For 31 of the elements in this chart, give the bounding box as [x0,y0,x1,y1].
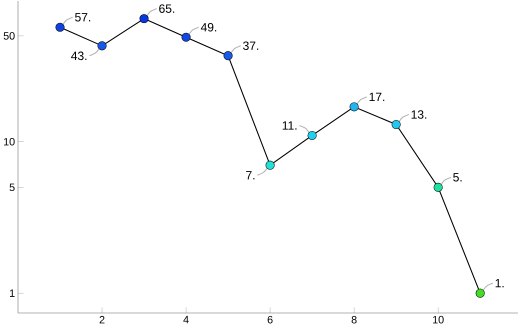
data-label: 7. [246,171,254,180]
data-label: 57. [75,13,90,22]
data-label: 17. [370,92,384,101]
y-tick-label: 1 [10,290,15,297]
point [308,130,317,140]
data-label: 65. [159,4,174,13]
data-label: 5. [453,173,462,182]
x-tick-label: 4 [183,316,189,324]
point [392,120,401,130]
y-tick-label: 50 [4,32,15,40]
x-tick-label: 6 [268,316,273,324]
data-label: 11. [282,121,296,130]
point [350,102,359,112]
point [476,288,485,298]
point [182,32,191,42]
x-tick-label: 8 [352,316,357,324]
point [434,182,443,192]
point [266,160,275,170]
point [98,41,107,50]
y-tick-label: 5 [10,184,15,192]
y-tick-label: 10 [4,138,15,146]
point [224,51,233,60]
data-label: 13. [412,110,426,119]
data-label: 1. [496,279,504,288]
x-tick-label: 2 [100,316,104,324]
data-label: 43. [71,52,86,60]
x-tick-label: 10 [433,316,444,324]
data-label: 49. [200,22,216,32]
point [55,22,65,32]
data-label: 37. [243,41,258,50]
point [140,14,149,24]
